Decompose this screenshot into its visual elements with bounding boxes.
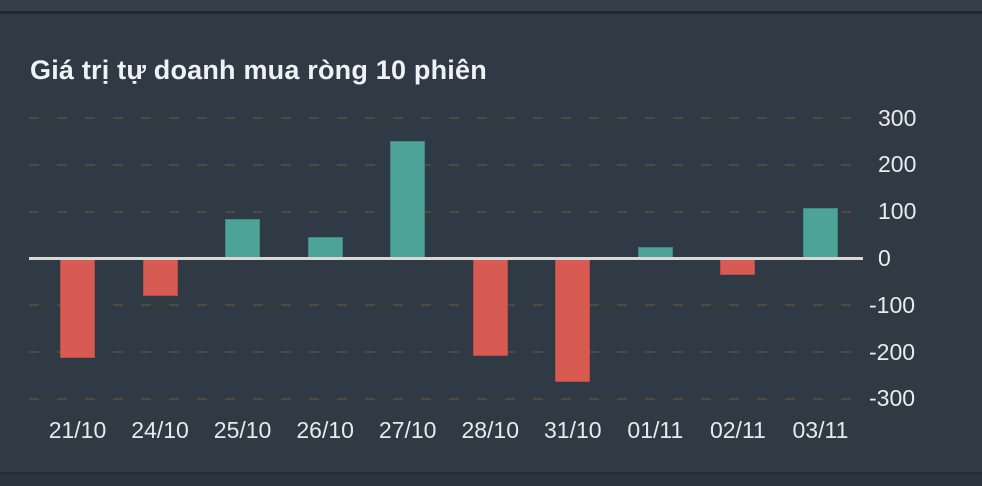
bottom-divider-bar <box>0 472 982 486</box>
bar-26-10 <box>307 237 343 259</box>
y-axis-label-300: 300 <box>878 104 917 131</box>
x-axis-label-25-10: 25/10 <box>213 416 272 443</box>
y-axis-label--100: -100 <box>869 291 916 318</box>
gridline-200 <box>29 163 863 166</box>
x-axis-label-03-11: 03/11 <box>792 416 849 443</box>
bar-21-10 <box>60 258 95 358</box>
bar-27-10 <box>390 140 426 259</box>
y-axis-label-100: 100 <box>878 198 917 225</box>
bar-24-10 <box>142 258 178 296</box>
x-axis-label-27-10: 27/10 <box>378 416 437 443</box>
x-axis-label-28-10: 28/10 <box>461 416 520 443</box>
x-axis-label-02-11: 02/11 <box>709 416 766 443</box>
x-axis-label-31-10: 31/10 <box>544 416 602 443</box>
x-axis-label-01-11: 01/11 <box>627 416 684 443</box>
bar-25-10 <box>225 218 261 259</box>
gridline--300 <box>29 397 863 400</box>
bar-03-11 <box>802 208 838 259</box>
y-axis-label--200: -200 <box>869 338 916 365</box>
top-divider-bar <box>0 0 982 14</box>
x-axis-label-21-10: 21/10 <box>48 416 107 443</box>
chart-title: Giá trị tự doanh mua ròng 10 phiên <box>30 55 487 85</box>
bar-31-10 <box>555 258 591 383</box>
gridline-300 <box>29 117 863 120</box>
x-axis-label-24-10: 24/10 <box>131 416 189 443</box>
zero-axis-line <box>29 257 863 260</box>
bar-02-11 <box>720 258 756 275</box>
bar-28-10 <box>472 258 508 356</box>
y-axis-label-0: 0 <box>878 245 891 271</box>
gridline--200 <box>29 351 863 354</box>
gridline-100 <box>29 210 863 213</box>
x-axis-label-26-10: 26/10 <box>296 416 354 443</box>
y-axis-label--300: -300 <box>869 385 916 412</box>
y-axis-label-200: 200 <box>878 151 917 178</box>
gridline--100 <box>29 304 863 307</box>
